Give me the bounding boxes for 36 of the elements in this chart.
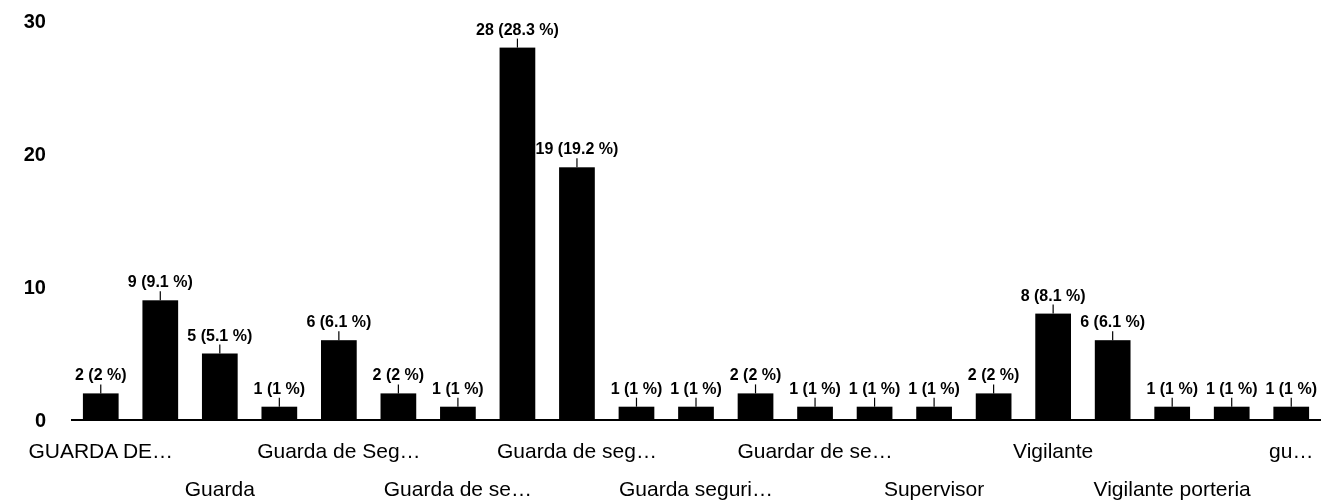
- data-label: 1 (1 %): [1205, 379, 1258, 397]
- x-tick-label: Guarda: [184, 476, 256, 500]
- y-tick-label: 10: [23, 276, 46, 298]
- data-label: 8 (8.1 %): [1020, 286, 1086, 304]
- data-label: 2 (2 %): [967, 366, 1020, 384]
- data-label: 1 (1 %): [789, 379, 841, 397]
- y-tick-label: 0: [34, 409, 46, 431]
- x-tick-label: Guardar de se…: [737, 438, 893, 462]
- data-label: 6 (6.1 %): [1080, 313, 1146, 331]
- data-label: 5 (5.1 %): [187, 326, 253, 344]
- data-label: 2 (2 %): [729, 366, 782, 384]
- data-label: 2 (2 %): [74, 366, 127, 384]
- data-label: 1 (1 %): [1146, 379, 1198, 397]
- data-label: 1 (1 %): [670, 379, 722, 397]
- data-label: 1 (1 %): [848, 379, 901, 397]
- data-label: 1 (1 %): [1265, 379, 1318, 397]
- x-tick-label: Guarda seguri…: [618, 476, 774, 500]
- data-label: 1 (1 %): [908, 379, 960, 397]
- y-tick-label: 30: [23, 10, 46, 32]
- data-label: 6 (6.1 %): [306, 313, 372, 331]
- x-tick-label: gu…: [1269, 438, 1314, 462]
- data-label: 1 (1 %): [610, 379, 663, 397]
- x-tick-label: Vigilante: [1013, 438, 1094, 462]
- x-tick-label: GUARDA DE…: [28, 438, 174, 462]
- data-label: 1 (1 %): [432, 379, 484, 397]
- x-tick-label: Supervisor: [883, 476, 985, 500]
- x-tick-label: Guarda de seg…: [496, 438, 657, 462]
- data-label: 2 (2 %): [372, 366, 425, 384]
- x-tick-label: Vigilante porteria: [1093, 476, 1252, 500]
- x-tick-label: Guarda de Seg…: [257, 438, 421, 462]
- data-label: 9 (9.1 %): [127, 273, 193, 291]
- x-tick-label: Guarda de se…: [383, 476, 533, 500]
- data-label: 1 (1 %): [253, 379, 306, 397]
- data-label: 19 (19.2 %): [535, 140, 619, 158]
- y-tick-label: 20: [23, 143, 46, 165]
- data-label: 28 (28.3 %): [476, 20, 559, 38]
